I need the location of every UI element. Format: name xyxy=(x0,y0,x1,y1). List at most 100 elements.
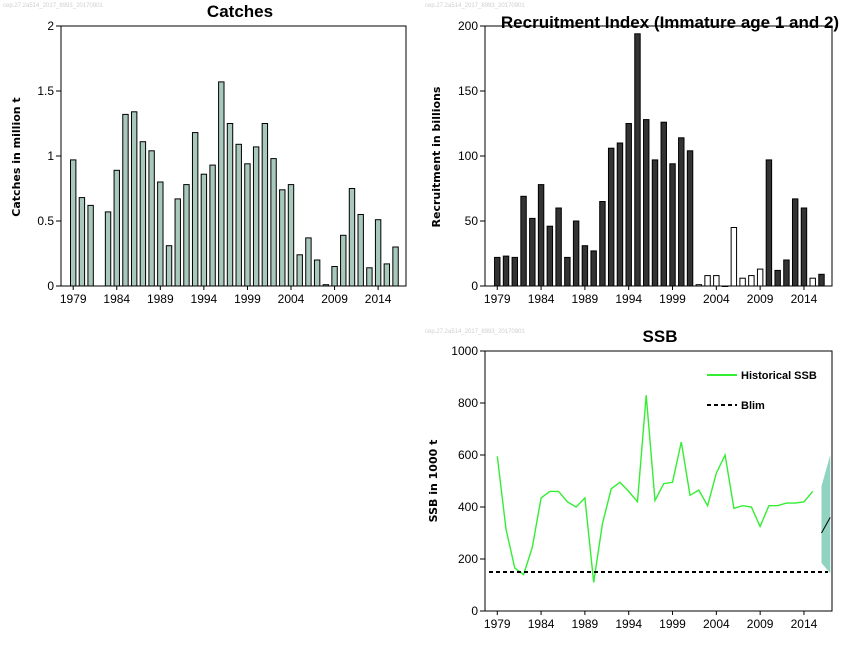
catches-y-axis-label: Catches in million t xyxy=(10,97,23,216)
recruitment-y-tick-label: 100 xyxy=(458,149,478,163)
recruitment-bar xyxy=(660,121,667,287)
catches-bar xyxy=(348,188,356,287)
ssb-x-tick-label: 1994 xyxy=(615,617,642,631)
catches-bar xyxy=(191,132,199,287)
recruitment-bar xyxy=(818,273,825,287)
catches-bar xyxy=(78,197,86,287)
recruitment-plot-area: 0 50 100 150 200 1979 1984 1989 1994 1999 2004 2009… xyxy=(458,19,833,306)
catches-y-tick-label: 1.5 xyxy=(37,84,54,98)
ssb-y-tick-label: 1000 xyxy=(451,344,478,358)
catches-y-tick-label: 2 xyxy=(47,19,54,33)
recruitment-x-tick-label: 1984 xyxy=(528,292,555,306)
catches-bar xyxy=(183,184,190,287)
recruitment-bar xyxy=(555,207,562,287)
catches-bar xyxy=(226,123,234,287)
catches-y-tick-label: 0.5 xyxy=(37,214,54,228)
recruitment-bar xyxy=(643,119,650,287)
ssb-y-tick-label: 800 xyxy=(458,396,478,410)
recruitment-bar xyxy=(537,184,545,287)
catches-bar xyxy=(383,263,391,287)
ssb-y-tick-label: 600 xyxy=(458,448,478,462)
catches-bar xyxy=(357,214,364,287)
legend-historical-ssb-label: Historical SSB xyxy=(741,370,817,382)
recruitment-x-tick-label: 1989 xyxy=(572,292,599,306)
catches-plot-area: 0 0.5 1 1.5 2 1979 1984 1989 1994 1999 2004 2009 201… xyxy=(37,19,407,306)
recruitment-bar xyxy=(748,275,755,287)
recruitment-y-tick-label: 200 xyxy=(458,19,478,33)
recruitment-bar xyxy=(721,285,729,287)
recruitment-bar xyxy=(494,256,501,287)
ssb-plot-area: 0 200 400 600 800 1000 1979 1984 1989 1994 1999 200… xyxy=(451,344,833,631)
ssb-projection-line xyxy=(821,517,831,534)
recruitment-bar xyxy=(765,159,773,287)
catches-bar xyxy=(104,211,112,287)
catches-x-tick-label: 1979 xyxy=(60,292,87,306)
recruitment-bar xyxy=(599,201,606,287)
recruitment-x-tick-label: 1979 xyxy=(484,292,511,306)
recruitment-bar xyxy=(634,33,641,287)
ssb-chart: SSB SSB in 1000 t 0 200 400 600 800 1000 1979 1… xyxy=(427,327,833,631)
recruitment-bar xyxy=(713,275,720,287)
watermark-recruitment: cep.27.2a514_2017_8993_20170901 xyxy=(425,3,525,9)
catches-bar xyxy=(305,237,312,287)
recruitment-x-tick-label: 1999 xyxy=(659,292,686,306)
catches-chart: Catches Catches in million t 0 0.5 1 1.5 2 19… xyxy=(10,2,407,306)
recruitment-bar xyxy=(669,163,676,287)
catches-bar xyxy=(69,159,77,287)
recruitment-bar xyxy=(529,217,536,287)
catches-x-tick-label: 1984 xyxy=(103,292,130,306)
recruitment-title: Recruitment Index (Immature age 1 and 2) xyxy=(501,13,839,32)
watermark-catches: cep.27.2a514_2017_8993_20170901 xyxy=(3,3,103,9)
ssb-x-tick-label: 1989 xyxy=(572,617,599,631)
recruitment-bar xyxy=(800,207,808,287)
catches-bar xyxy=(392,246,399,287)
watermark-ssb: cep.27.2a514_2017_8993_20170901 xyxy=(425,329,525,335)
recruitment-bar xyxy=(704,275,711,287)
catches-bar xyxy=(244,163,251,287)
recruitment-bar xyxy=(625,123,632,287)
ssb-x-tick-label: 2004 xyxy=(703,617,730,631)
catches-bar xyxy=(200,173,208,287)
ssb-title: SSB xyxy=(643,327,678,346)
recruitment-bar xyxy=(730,227,738,287)
catches-x-tick-label: 2009 xyxy=(321,292,348,306)
recruitment-bar xyxy=(607,147,615,287)
catches-bar xyxy=(322,284,330,287)
catches-bar xyxy=(340,234,347,287)
recruitment-y-tick-label: 0 xyxy=(471,279,478,293)
recruitment-bar xyxy=(616,142,624,287)
catches-bar xyxy=(270,158,277,287)
recruitment-bar xyxy=(572,220,580,287)
recruitment-bar xyxy=(809,277,816,287)
recruitment-bar xyxy=(686,150,694,287)
recruitment-bar xyxy=(783,259,790,287)
recruitment-bar xyxy=(520,195,527,287)
catches-bar xyxy=(157,181,164,287)
recruitment-y-tick-label: 50 xyxy=(465,214,479,228)
ssb-x-tick-label: 1979 xyxy=(484,617,511,631)
ssb-historical-line xyxy=(496,395,814,583)
ssb-y-tick-label: 400 xyxy=(458,500,478,514)
recruitment-bar xyxy=(546,225,554,287)
catches-bar xyxy=(218,81,225,287)
ssb-projection-band xyxy=(821,455,831,574)
ssb-x-tick-label: 1999 xyxy=(659,617,686,631)
ssb-y-tick-label: 200 xyxy=(458,552,478,566)
recruitment-x-tick-label: 1994 xyxy=(615,292,642,306)
recruitment-x-tick-label: 2009 xyxy=(747,292,774,306)
ssb-frame xyxy=(484,350,833,612)
catches-bar xyxy=(374,219,382,287)
catches-x-tick-label: 1999 xyxy=(234,292,261,306)
recruitment-bar xyxy=(791,198,799,287)
ssb-y-axis-label: SSB in 1000 t xyxy=(427,440,440,523)
catches-bar xyxy=(366,267,373,287)
catches-bar xyxy=(130,111,138,287)
catches-bar xyxy=(287,184,295,287)
catches-bar xyxy=(261,123,269,287)
recruitment-x-tick-label: 2004 xyxy=(703,292,730,306)
catches-title: Catches xyxy=(207,2,273,21)
catches-bar xyxy=(235,143,242,287)
recruitment-bar xyxy=(774,269,781,287)
recruitment-bar xyxy=(590,250,597,287)
